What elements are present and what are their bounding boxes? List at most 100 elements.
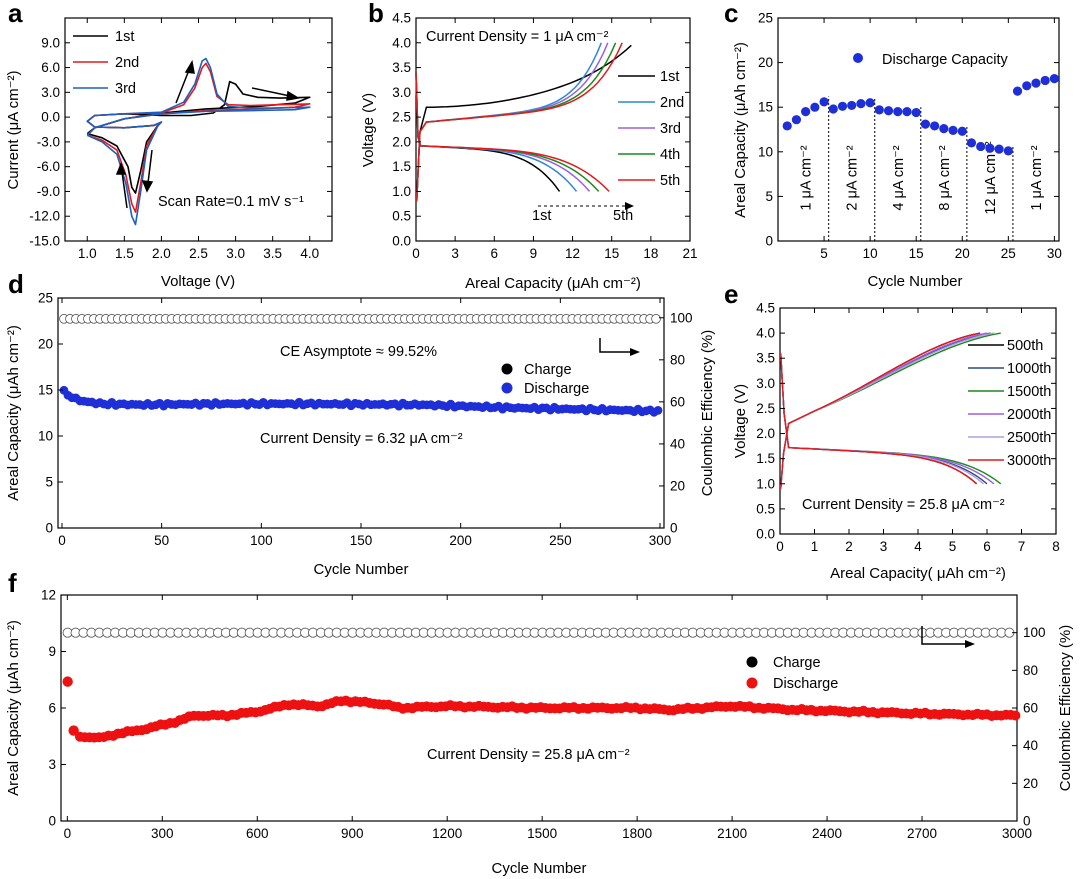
y-tick-label: 9.0 <box>41 35 60 50</box>
legend-marker-charge <box>746 656 758 668</box>
y-axis-label: Voltage (V) <box>360 93 377 167</box>
y-tick-label: 4.5 <box>392 11 411 26</box>
x-tick-label: 3.5 <box>263 246 282 261</box>
data-point <box>837 101 848 111</box>
data-point <box>1049 74 1059 84</box>
y-tick-label-right: 60 <box>1023 701 1038 716</box>
y-tick-label: 15 <box>758 100 773 115</box>
y-tick-label: 6 <box>48 701 56 716</box>
y-tick-label-right: 100 <box>1023 625 1046 640</box>
data-point <box>911 107 921 118</box>
legend-label-1st: 1st <box>660 69 679 85</box>
charge-curve-5th <box>415 42 623 202</box>
y-tick-label: 6.0 <box>41 60 60 75</box>
legend-label-1000th: 1000th <box>1007 361 1051 377</box>
data-point <box>865 98 875 108</box>
arrow-up <box>121 171 128 209</box>
data-point <box>782 121 792 131</box>
y-tick-label: 2.5 <box>756 401 775 416</box>
panel-a: a 1.0 1.5 2.0 2.5 3.0 3.5 4.0 -15.0 -12.0 -9.0 -6.… <box>5 0 333 290</box>
data-point <box>893 107 903 117</box>
y-tick-label-right: 0 <box>670 521 678 536</box>
discharge-point <box>653 405 663 415</box>
x-tick-label: 300 <box>649 533 672 548</box>
x-tick-label: 25 <box>1001 246 1016 261</box>
data-point <box>957 126 967 136</box>
segment-label: 4 μA cm⁻² <box>891 145 907 210</box>
panel-label-e: e <box>724 279 738 309</box>
x-tick-label: 600 <box>246 826 269 841</box>
series-group: 1 μA cm⁻² 2 μA cm⁻² 4 μA cm⁻² 8 μA cm⁻² 12 μ… <box>782 74 1059 241</box>
y-tick-label: 1.0 <box>756 476 775 491</box>
x-tick-label: 100 <box>250 533 273 548</box>
arrow-head <box>115 161 127 175</box>
x-tick-label: 3 <box>880 539 888 554</box>
data-point <box>801 107 811 117</box>
y-tick-label-right: 0 <box>1023 814 1031 829</box>
right-axis-arrow-head <box>965 640 975 648</box>
legend: 1st 2nd 3rd 4th 5th <box>618 69 684 189</box>
legend-label-3rd: 3rd <box>660 121 681 137</box>
x-tick-label: 12 <box>565 246 580 261</box>
arrow-right <box>251 87 291 97</box>
y-tick-label: 0 <box>45 521 53 536</box>
y-tick-label: 0.0 <box>756 527 775 542</box>
arrow-head <box>141 180 154 193</box>
discharge-curve-5th <box>415 72 610 192</box>
x-tick-label: 1500 <box>527 826 557 841</box>
data-point <box>939 124 949 134</box>
y-tick-label-right: 80 <box>1023 663 1038 678</box>
segment-label: 2 μA cm⁻² <box>845 145 861 210</box>
legend: 500th 1000th 1500th 2000th 2500th 3000th <box>968 338 1051 469</box>
charge-curve-3000th <box>780 332 981 489</box>
x-tick-label: 0 <box>58 533 66 548</box>
data-point <box>966 138 977 148</box>
data-point <box>828 104 838 114</box>
arrow-up-right <box>175 69 190 104</box>
legend-label-500th: 500th <box>1007 338 1043 354</box>
arrow-head <box>184 59 195 74</box>
arrow-start-label: 1st <box>532 208 551 224</box>
y-tick-label: 3.0 <box>756 376 775 391</box>
y-tick-label: 25 <box>38 291 53 306</box>
data-point <box>976 141 986 152</box>
plot-frame <box>415 17 691 242</box>
legend-marker-charge <box>501 363 513 375</box>
tick-group: 0 1 2 3 4 5 6 7 8 0.0 0.5 1.0 1.5 2.0 2.5 3.0 3.5 4.0 4.5 <box>756 301 1060 555</box>
y-tick-label: 1.0 <box>392 184 411 199</box>
ce-annotation: CE Asymptote ≈ 99.52% <box>280 344 437 360</box>
legend-marker <box>853 53 863 63</box>
y-tick-label: 3.0 <box>41 85 60 100</box>
legend-label-3rd: 3rd <box>115 81 136 97</box>
y-tick-label-right: 100 <box>670 310 693 325</box>
y-tick-label: 5 <box>45 475 53 490</box>
discharge-curve-3rd <box>415 72 591 192</box>
data-point <box>1031 78 1041 88</box>
legend-label-1500th: 1500th <box>1007 384 1051 400</box>
x-tick-label: 7 <box>1018 539 1026 554</box>
series-group <box>59 314 663 417</box>
y-axis-label: Areal Capacity (μAh cm⁻²) <box>732 42 749 218</box>
y-tick-label: -3.0 <box>37 134 60 149</box>
data-point <box>930 121 940 131</box>
panel-e: e 0 1 2 3 4 5 6 7 8 0.0 0.5 1.0 1.5 2.0 2.5 3.0 3.5 4.0 4.… <box>724 279 1060 582</box>
x-tick-label: 6 <box>491 246 499 261</box>
y-tick-label: 3 <box>48 757 56 772</box>
segment-label: 1 μA cm⁻² <box>1029 145 1045 210</box>
charge-curve-4th <box>415 42 617 202</box>
legend-label-1st: 1st <box>115 29 134 45</box>
discharge-curve-2nd <box>415 72 578 192</box>
y-tick-label: 20 <box>38 337 53 352</box>
y-tick-label: 0.0 <box>392 234 411 249</box>
y-tick-label: 0 <box>765 234 773 249</box>
annotation: Current Density = 25.8 μA cm⁻² <box>802 497 1005 513</box>
y-tick-label: 4.0 <box>756 326 775 341</box>
segment-label: 1 μA cm⁻² <box>799 145 815 210</box>
y-tick-label-right: 40 <box>1023 738 1038 753</box>
data-point <box>874 105 884 115</box>
y-axis-label: Voltage (V) <box>732 384 749 458</box>
x-tick-label: 1 <box>811 539 819 554</box>
x-tick-label: 0 <box>64 826 72 841</box>
charge-curve-500th <box>780 332 981 489</box>
y-axis-label-right: Coulombic Efficiency (%) <box>1057 625 1074 791</box>
